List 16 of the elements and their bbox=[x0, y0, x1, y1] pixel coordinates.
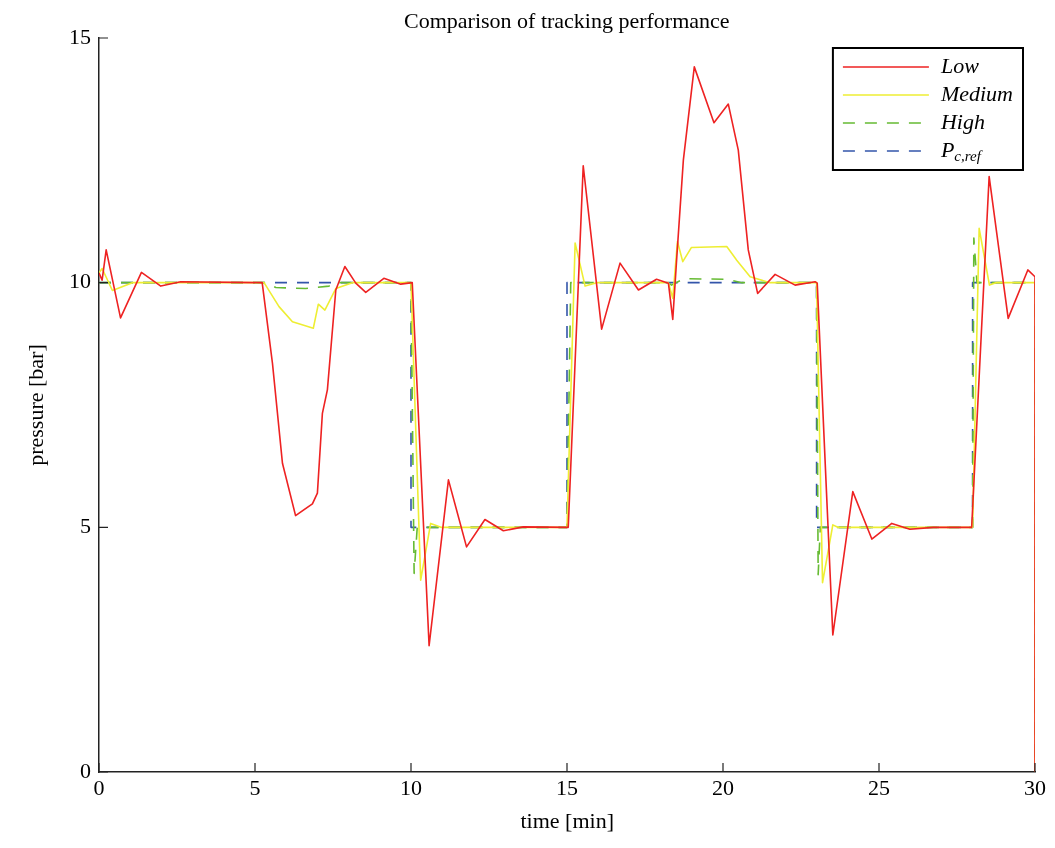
y-axis-title: pressure [bar] bbox=[22, 344, 49, 466]
y-tick-label: 5 bbox=[80, 513, 91, 539]
x-tick-label: 25 bbox=[868, 774, 890, 800]
legend-label: Low bbox=[939, 52, 980, 78]
chart-title: Comparison of tracking performance bbox=[404, 8, 730, 34]
y-tick-label: 15 bbox=[69, 23, 91, 49]
legend-label: Medium bbox=[939, 80, 1013, 106]
legend-label: High bbox=[939, 108, 985, 134]
x-tick-label: 15 bbox=[556, 774, 578, 800]
x-tick-label: 20 bbox=[712, 774, 734, 800]
x-tick-label: 5 bbox=[249, 774, 261, 800]
x-axis-title: time [min] bbox=[520, 808, 614, 834]
y-tick-label: 10 bbox=[69, 268, 91, 294]
y-tick-label: 0 bbox=[80, 757, 91, 783]
x-tick-label: 30 bbox=[1024, 774, 1046, 800]
x-tick-label: 10 bbox=[400, 774, 422, 800]
